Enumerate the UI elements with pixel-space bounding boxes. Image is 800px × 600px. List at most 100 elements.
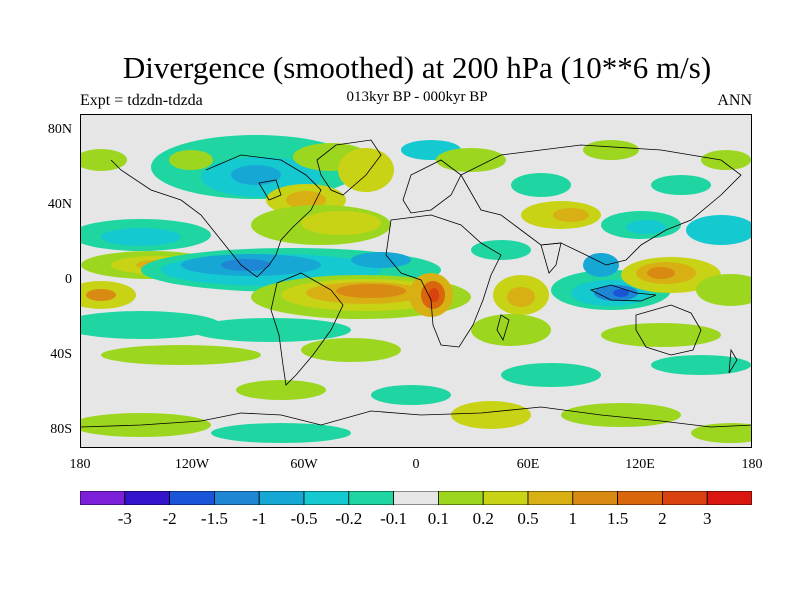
colorbar-label: -2	[162, 509, 177, 528]
field-blob	[101, 345, 261, 365]
coast-indonesia	[589, 284, 657, 302]
divergence-map	[80, 114, 752, 448]
coast-north-america	[110, 154, 322, 278]
lon-label-120e: 120E	[625, 457, 655, 472]
field-blob	[696, 274, 751, 306]
field-blob	[583, 140, 639, 160]
colorbar	[80, 491, 752, 505]
colorbar-label: 3	[702, 509, 712, 528]
colorbar-label: -0.2	[335, 509, 363, 528]
field-blob	[613, 289, 629, 297]
field-blob	[211, 423, 351, 443]
coast-greenland	[316, 139, 382, 196]
field-blob	[338, 148, 394, 192]
map-canvas	[81, 115, 751, 447]
coastlines	[81, 139, 751, 428]
field-blob	[429, 288, 439, 302]
colorbar-swatch	[706, 491, 752, 505]
field-blob	[651, 175, 711, 195]
coast-africa	[385, 214, 502, 348]
field-blob	[601, 323, 721, 347]
lat-label-80s: 80S	[50, 422, 72, 437]
lon-label-180e: 180	[741, 457, 763, 472]
coast-australia	[635, 304, 702, 356]
colorbar-swatch	[617, 491, 663, 505]
colorbar-label: 2	[658, 509, 667, 528]
lon-label-60e: 60E	[516, 457, 540, 472]
field-blob	[371, 385, 451, 405]
coast-asia	[460, 144, 742, 266]
field-blob	[436, 148, 506, 172]
coast-hudson-bay	[258, 179, 282, 201]
lon-label-0: 0	[412, 457, 420, 472]
colorbar-swatch	[348, 491, 394, 505]
colorbar-swatch	[662, 491, 708, 505]
colorbar-label: -1	[252, 509, 267, 528]
field-equatorial-pos	[81, 257, 751, 319]
field-blob	[221, 259, 271, 271]
experiment-label: Expt = tdzdn-tdzda	[80, 92, 203, 109]
colorbar-label: -3	[117, 509, 132, 528]
lon-label-180w: 180	[69, 457, 91, 472]
field-blob	[236, 380, 326, 400]
field-blob	[701, 150, 751, 170]
lat-label-equator: 0	[65, 272, 72, 287]
field-blob	[686, 215, 751, 245]
field-blob	[651, 355, 751, 375]
field-blob	[626, 220, 666, 234]
lon-label-60w: 60W	[290, 457, 318, 472]
field-blob	[301, 211, 381, 235]
field-blob	[86, 289, 116, 301]
field-blob	[451, 401, 531, 429]
season-label: ANN	[717, 92, 752, 109]
lat-label-40n: 40N	[47, 197, 72, 212]
field-blob	[286, 191, 326, 209]
colorbar-label: 0.5	[517, 509, 539, 528]
colorbar-label: 0.1	[427, 509, 450, 528]
colorbar-label: 1.5	[606, 509, 629, 528]
field-blob	[501, 363, 601, 387]
colorbar-swatch	[572, 491, 618, 505]
colorbar-label: -0.5	[290, 509, 318, 528]
plot-title: Divergence (smoothed) at 200 hPa (10**6 …	[122, 50, 712, 85]
colorbar-label: -1.5	[200, 509, 228, 528]
colorbar-swatch	[169, 491, 215, 505]
coast-madagascar	[496, 314, 510, 341]
colorbar-swatch	[437, 491, 484, 505]
coast-india	[540, 242, 562, 274]
field-blob	[336, 284, 406, 298]
field-blob	[81, 149, 127, 171]
colorbar-swatch	[80, 491, 126, 505]
field-blob	[561, 403, 681, 427]
colorbar-swatch	[124, 491, 170, 505]
colorbar-swatch	[393, 491, 439, 505]
lon-label-120w: 120W	[174, 457, 210, 472]
field-south	[81, 311, 751, 443]
field-blob	[351, 252, 411, 268]
field-blob	[101, 228, 181, 246]
coast-south-america	[270, 272, 344, 386]
colorbar-label: -0.1	[380, 509, 408, 528]
field-blob	[647, 267, 675, 279]
colorbar-swatch	[482, 491, 529, 505]
colorbar-label: 1	[568, 509, 578, 528]
colorbar-swatch	[258, 491, 305, 505]
field-blob	[301, 338, 401, 362]
field-blob	[81, 311, 221, 339]
field-blob	[471, 240, 531, 260]
field-north	[81, 135, 751, 216]
colorbar-swatch	[527, 491, 574, 505]
coast-antarctica	[81, 406, 751, 428]
field-blob	[511, 173, 571, 197]
field-blob	[471, 314, 551, 346]
coast-new-zealand	[728, 348, 738, 374]
coast-europe	[402, 159, 462, 214]
field-blob	[583, 253, 619, 277]
plot-subtitle: 013kyr BP - 000kyr BP	[346, 89, 488, 105]
field-blob	[691, 423, 751, 443]
colorbar-label: 0.2	[472, 509, 494, 528]
colorbar-swatch	[213, 491, 260, 505]
field-blob	[507, 287, 535, 307]
colorbar-swatch	[303, 491, 350, 505]
lat-label-80n: 80N	[47, 122, 72, 137]
